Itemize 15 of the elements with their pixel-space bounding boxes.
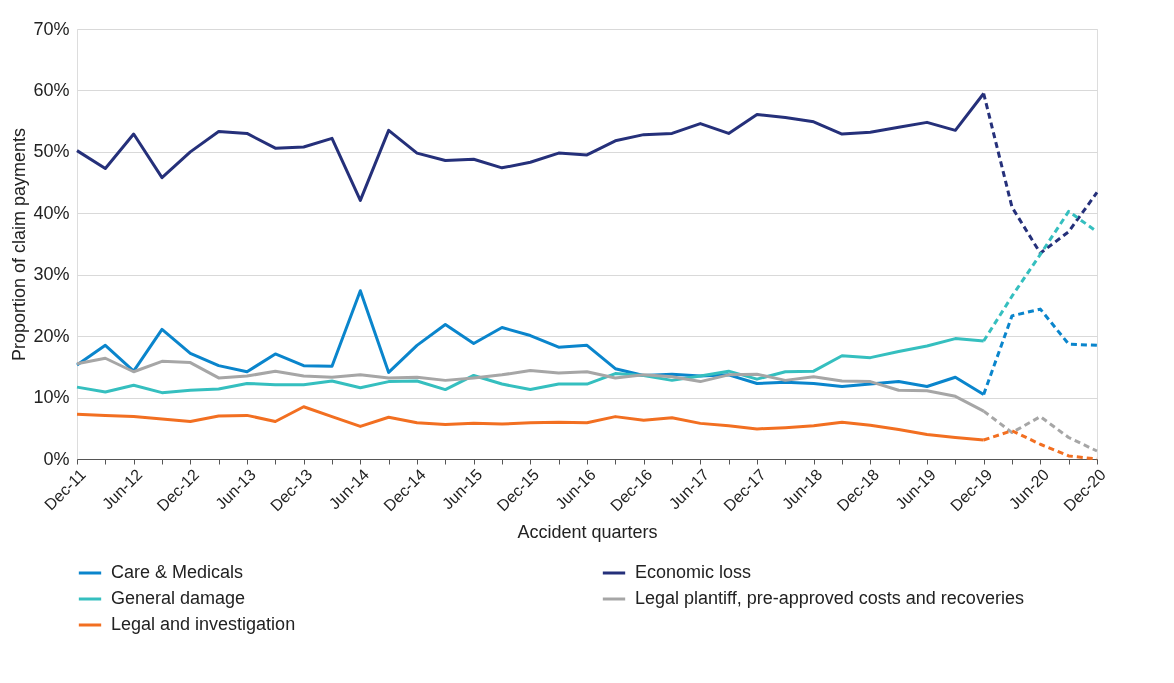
y-tick-label: 30% (33, 264, 70, 285)
legend-label: Legal and investigation (111, 614, 296, 634)
y-tick-label: 60% (33, 79, 70, 100)
legend-label: General damage (111, 588, 246, 608)
x-axis-title: Accident quarters (517, 522, 658, 543)
y-axis-title: Proportion of claim payments (9, 127, 30, 362)
y-tick-label: 70% (33, 18, 70, 39)
legend-label: Care & Medicals (111, 562, 244, 582)
y-tick-label: 40% (33, 202, 70, 223)
legend-label: Legal plantiff, pre-approved costs and recoveries (635, 588, 1024, 608)
legend-label: Economic loss (635, 562, 752, 582)
y-tick-label: 20% (33, 325, 70, 346)
y-tick-label: 50% (33, 141, 70, 162)
y-tick-label: 10% (33, 387, 70, 408)
y-tick-label: 0% (43, 448, 70, 469)
